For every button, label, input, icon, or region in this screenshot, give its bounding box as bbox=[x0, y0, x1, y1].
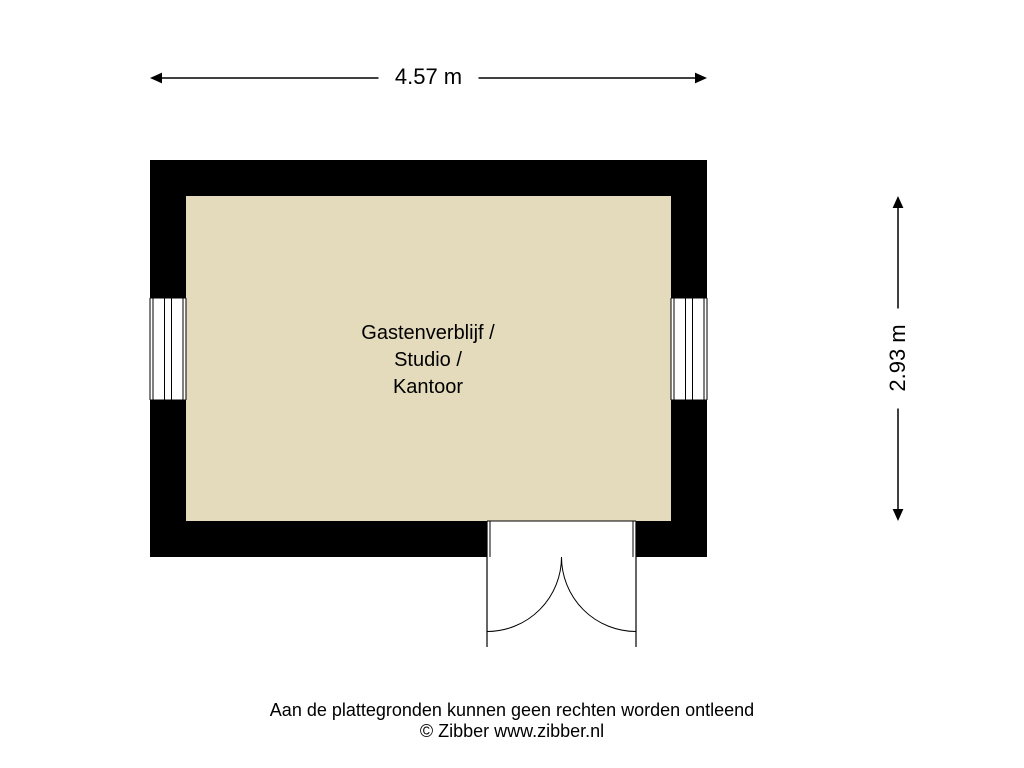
caption-line1: Aan de plattegronden kunnen geen rechten… bbox=[270, 700, 754, 720]
caption: Aan de plattegronden kunnen geen rechten… bbox=[0, 700, 1024, 742]
caption-line2: © Zibber www.zibber.nl bbox=[420, 721, 604, 741]
room-label-line3: Kantoor bbox=[393, 376, 463, 398]
dimension-vertical-label: 2.93 m bbox=[885, 308, 911, 408]
room-label-line2: Studio / bbox=[394, 349, 462, 371]
dimension-horizontal-label: 4.57 m bbox=[0, 64, 857, 90]
room-label-line1: Gastenverblijf / bbox=[361, 322, 494, 344]
room-label: Gastenverblijf / Studio / Kantoor bbox=[278, 320, 578, 401]
